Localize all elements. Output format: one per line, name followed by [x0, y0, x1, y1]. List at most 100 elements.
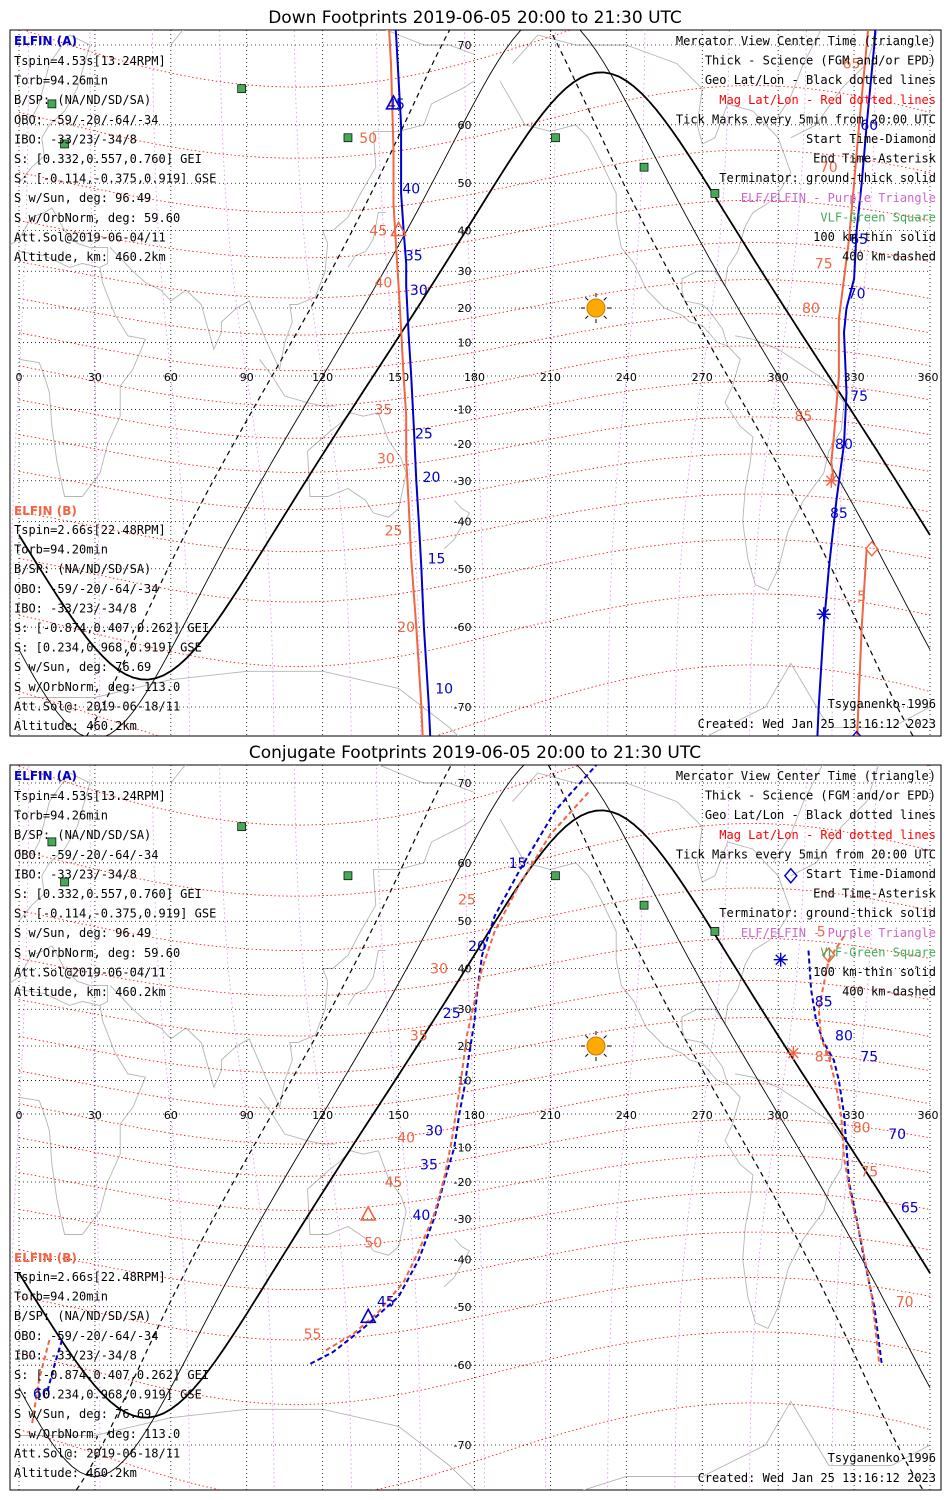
elfin-a-info-line: Torb=94.26min [14, 809, 108, 823]
footprint-track-a [394, 30, 432, 736]
lon-tick-label: 360 [918, 371, 939, 384]
lat-tick-label: 60 [458, 857, 472, 870]
legend-entry: Tick Marks every 5min from 20:00 UTC [676, 847, 936, 861]
map-plot-conjugate: 0 30 60 90 120 150 180 210 240 270 300 330 360 70 60 50… [10, 765, 939, 1490]
terminator-ground [18, 809, 931, 1419]
vlf-station-square [639, 162, 649, 172]
lat-tick-label: 50 [458, 177, 472, 190]
track-time-label: 40 [402, 181, 420, 197]
coastline [772, 765, 880, 877]
created-timestamp: Created: Wed Jan 25 13:16:12 2023 [698, 717, 936, 731]
lat-tick-label: -40 [454, 1254, 472, 1267]
legend-entry: Thick - Science (FGM and/or EPD) [705, 54, 936, 68]
elfin-a-info-line: OBO: -59/-20/-64/-34 [14, 113, 159, 127]
coastline [170, 30, 475, 55]
mag-latitude-line [18, 664, 931, 736]
lat-tick-label: 30 [458, 1003, 472, 1016]
elfin-a-info-line: Att.Sol@2019-06-04/11 [14, 230, 166, 244]
lat-tick-label: -50 [454, 1301, 472, 1314]
terminator-400km [85, 30, 914, 736]
vlf-station-square [343, 133, 353, 143]
footprint-track-b [830, 30, 870, 481]
track-time-label: 80 [835, 1028, 853, 1044]
track-time-label: 70 [848, 287, 866, 303]
mag-meridian-line [219, 30, 275, 736]
lat-tick-label: -20 [454, 438, 472, 451]
panel-title-down: Down Footprints 2019-06-05 20:00 to 21:3… [268, 8, 682, 28]
track-time-label: 75 [860, 1164, 878, 1180]
elfin-a-info-line: S: [0.332,0.557,0.760] GEI [14, 887, 202, 901]
coastline [109, 80, 475, 371]
end-time-asterisk [824, 473, 839, 488]
footprint-track-a [807, 950, 883, 1366]
lat-tick-label: -30 [454, 1213, 472, 1226]
elfin-a-info-line: S: [-0.114,-0.375,0.919] GSE [14, 907, 216, 921]
lon-tick-label: 180 [464, 371, 485, 384]
lat-tick-label: -40 [454, 516, 472, 529]
track-time-label: 5 [817, 924, 826, 940]
elfin-b-info-line: OBO: -59/-20/-64/-34 [14, 1329, 159, 1343]
lon-tick-label: 30 [88, 371, 102, 384]
track-time-label: 35 [410, 1028, 428, 1044]
model-name: Tsyganenko-1996 [828, 697, 936, 711]
elfin-a-info-line: S: [0.332,0.557,0.760] GEI [14, 152, 202, 166]
track-time-label: 45 [387, 97, 405, 113]
track-time-label: 35 [405, 249, 423, 265]
elfin-a-info-line: Att.Sol@2019-06-04/11 [14, 965, 166, 979]
center-time-triangle [359, 1307, 377, 1324]
elfin-b-header: ELFIN (B) [14, 504, 77, 518]
legend-entry: Start Time-Diamond [806, 867, 936, 881]
elfin-b-info-line: Att.Sol@: 2019-06-18/11 [14, 699, 180, 713]
track-time-label: 35 [374, 402, 392, 418]
legend-entry: VLF-Green Square [820, 945, 936, 959]
end-time-asterisk [786, 1046, 801, 1061]
mag-latitude-line [18, 1402, 931, 1490]
legend-entry: Geo Lat/Lon - Black dotted lines [705, 808, 936, 822]
elfin-b-info-line: Tspin=2.66s[22.48RPM] [14, 1270, 166, 1284]
lon-tick-label: 150 [388, 1109, 409, 1122]
vlf-station-square [639, 900, 649, 910]
lat-tick-label: 40 [458, 224, 472, 237]
elfin-a-info-line: Tspin=4.53s[13.24RPM] [14, 54, 166, 68]
elfin-b-header: ELFIN (B) [14, 1251, 77, 1265]
panel-text-conjugate: ELFIN (A) Tspin=4.53s[13.24RPM] Torb=94.26… [14, 769, 937, 1485]
lon-tick-label: 240 [616, 371, 637, 384]
coastline [347, 212, 386, 268]
map-panel-down [9, 29, 942, 737]
mag-meridian-line [10, 765, 30, 1398]
center-time-triangle [359, 1205, 377, 1221]
track-time-label: 65 [850, 232, 868, 248]
legend-entry: End Time-Asterisk [813, 152, 937, 166]
end-time-asterisk [816, 607, 831, 622]
lon-tick-label: 240 [616, 1109, 637, 1122]
lon-tick-label: 90 [240, 371, 254, 384]
lon-tick-label: 60 [164, 1109, 178, 1122]
mag-latitude-line [18, 1083, 931, 1145]
vlf-station-square [710, 189, 720, 198]
footprint-track-b [388, 30, 424, 736]
track-time-label: 85 [795, 409, 813, 425]
lon-tick-label: 360 [918, 1109, 939, 1122]
track-time-label: 45 [377, 1295, 395, 1311]
vlf-station-square [237, 84, 247, 94]
lat-tick-label: -10 [454, 403, 472, 416]
track-time-label: 25 [458, 893, 476, 909]
elfin-a-info-line: Altitude, km: 460.2km [14, 985, 166, 999]
lon-tick-label: 300 [768, 1109, 789, 1122]
lat-tick-label: -60 [454, 621, 472, 634]
lat-tick-label: -60 [454, 1359, 472, 1372]
coastline [499, 772, 792, 1085]
track-time-label: 50 [359, 131, 377, 147]
lat-tick-label: 20 [458, 1040, 472, 1053]
track-time-label: 75 [860, 1050, 878, 1066]
lon-tick-label: 270 [692, 371, 713, 384]
track-time-label: 80 [835, 437, 853, 453]
track-time-label: 65 [843, 57, 861, 73]
footprint-track-b [322, 791, 590, 1354]
elfin-a-info-line: IBO: -33/23/-34/8 [14, 132, 137, 146]
lat-tick-label: 60 [458, 119, 472, 132]
track-time-label: 25 [443, 1006, 461, 1022]
mag-meridian-line [376, 30, 422, 736]
elfin-b-info-line: S w/OrbNorm, deg: 113.0 [14, 680, 180, 694]
legend-entry: ELF/ELFIN - Purple Triangle [741, 926, 936, 940]
